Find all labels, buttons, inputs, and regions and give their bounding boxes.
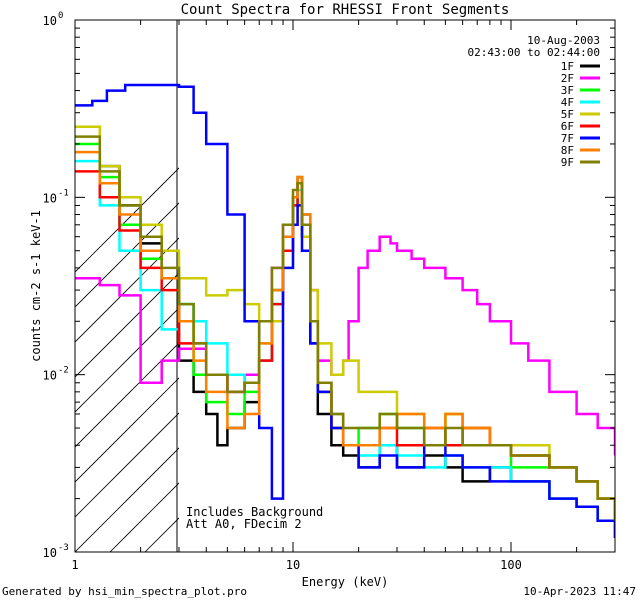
background-note: Includes Background xyxy=(186,505,323,519)
x-tick-label: 100 xyxy=(500,558,522,572)
y-tick-label: 10 xyxy=(43,546,57,560)
y-tick-label: 10 xyxy=(43,369,57,383)
excluded-region-hatching xyxy=(75,20,640,552)
y-tick-exponent: -2 xyxy=(58,366,69,376)
info-date: 10-Aug-2003 xyxy=(527,34,600,47)
y-tick-label: 10 xyxy=(43,191,57,205)
series-5F xyxy=(75,125,615,521)
y-tick-exponent: -3 xyxy=(58,543,69,553)
hatch-line xyxy=(355,20,640,552)
info-time-range: 02:43:00 to 02:44:00 xyxy=(468,46,600,59)
series-group xyxy=(75,83,615,538)
legend-label-7F: 7F xyxy=(561,132,574,145)
chart-title: Count Spectra for RHESSI Front Segments xyxy=(181,2,510,18)
legend-label-3F: 3F xyxy=(561,84,574,97)
y-tick-exponent: -1 xyxy=(58,188,69,198)
legend-label-2F: 2F xyxy=(561,72,574,85)
legend-label-4F: 4F xyxy=(561,96,574,109)
plot-frame xyxy=(74,19,616,553)
series-8F xyxy=(75,150,615,507)
hatch-line xyxy=(75,202,180,308)
hatch-line xyxy=(390,20,640,552)
hatch-line xyxy=(75,167,180,273)
footer-date: 10-Apr-2023 11:47 xyxy=(523,585,636,598)
footer-generated: Generated by hsi_min_spectra_plot.pro xyxy=(2,585,247,598)
hatch-line xyxy=(320,20,640,552)
x-tick-label: 1 xyxy=(71,558,78,572)
legend-label-1F: 1F xyxy=(561,60,574,73)
hatch-line xyxy=(75,377,180,483)
hatch-line xyxy=(530,20,640,552)
legend-label-8F: 8F xyxy=(561,144,574,157)
hatch-line xyxy=(425,20,640,552)
series-3F xyxy=(75,142,615,521)
series-7F xyxy=(75,83,615,538)
y-tick-exponent: 0 xyxy=(58,11,63,21)
hatch-line xyxy=(460,20,640,552)
x-tick-label: 10 xyxy=(286,558,300,572)
legend-label-9F: 9F xyxy=(561,156,574,169)
hatch-line xyxy=(75,272,180,378)
hatch-line xyxy=(75,412,180,518)
x-axis-label: Energy (keV) xyxy=(302,575,389,589)
y-axis-label: counts cm-2 s-1 keV-1 xyxy=(29,210,43,362)
legend-label-5F: 5F xyxy=(561,108,574,121)
series-9F xyxy=(75,135,615,521)
attenuator-note: Att A0, FDecim 2 xyxy=(186,517,302,531)
legend-label-6F: 6F xyxy=(561,120,574,133)
hatch-line xyxy=(75,237,180,343)
hatch-line xyxy=(75,447,180,552)
y-tick-label: 10 xyxy=(43,14,57,28)
hatch-line xyxy=(75,307,180,413)
hatch-line xyxy=(250,20,640,552)
